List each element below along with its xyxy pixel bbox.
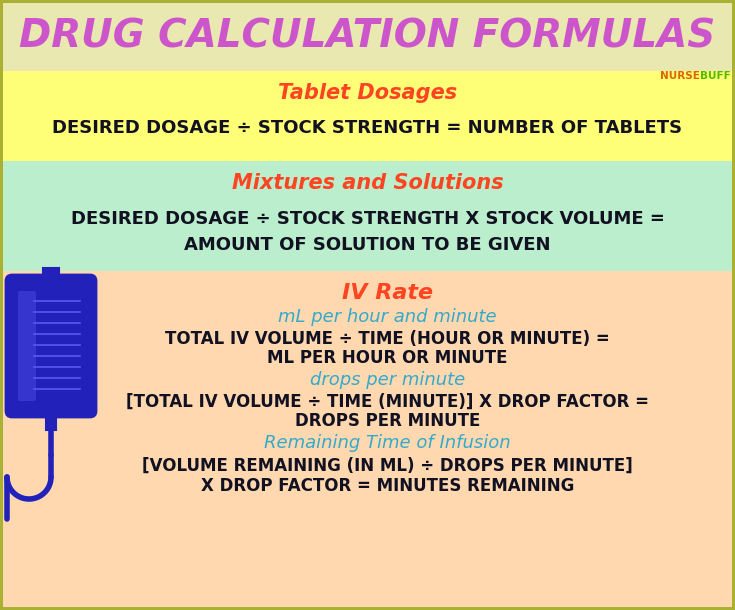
FancyBboxPatch shape	[3, 3, 732, 607]
Text: DRUG CALCULATION FORMULAS: DRUG CALCULATION FORMULAS	[19, 18, 716, 56]
Text: IV Rate: IV Rate	[342, 283, 433, 303]
Text: BUFF: BUFF	[700, 71, 731, 81]
Text: DESIRED DOSAGE ÷ STOCK STRENGTH = NUMBER OF TABLETS: DESIRED DOSAGE ÷ STOCK STRENGTH = NUMBER…	[52, 119, 683, 137]
FancyBboxPatch shape	[43, 268, 59, 281]
FancyBboxPatch shape	[3, 271, 732, 607]
Text: Tablet Dosages: Tablet Dosages	[278, 83, 457, 103]
FancyBboxPatch shape	[18, 291, 36, 401]
Text: Remaining Time of Infusion: Remaining Time of Infusion	[264, 434, 511, 452]
Text: Mixtures and Solutions: Mixtures and Solutions	[232, 173, 503, 193]
FancyBboxPatch shape	[3, 161, 732, 271]
Text: drops per minute: drops per minute	[310, 371, 465, 389]
Text: [VOLUME REMAINING (IN ML) ÷ DROPS PER MINUTE]: [VOLUME REMAINING (IN ML) ÷ DROPS PER MI…	[142, 457, 633, 475]
FancyBboxPatch shape	[3, 3, 732, 71]
Text: mL per hour and minute: mL per hour and minute	[278, 308, 497, 326]
FancyBboxPatch shape	[3, 71, 732, 161]
Text: TOTAL IV VOLUME ÷ TIME (HOUR OR MINUTE) =: TOTAL IV VOLUME ÷ TIME (HOUR OR MINUTE) …	[165, 330, 610, 348]
Text: NURSE: NURSE	[660, 71, 700, 81]
Text: AMOUNT OF SOLUTION TO BE GIVEN: AMOUNT OF SOLUTION TO BE GIVEN	[184, 236, 551, 254]
Text: DROPS PER MINUTE: DROPS PER MINUTE	[295, 412, 480, 430]
FancyBboxPatch shape	[46, 416, 56, 430]
FancyBboxPatch shape	[6, 275, 96, 417]
Text: DESIRED DOSAGE ÷ STOCK STRENGTH X STOCK VOLUME =: DESIRED DOSAGE ÷ STOCK STRENGTH X STOCK …	[71, 210, 664, 228]
Text: X DROP FACTOR = MINUTES REMAINING: X DROP FACTOR = MINUTES REMAINING	[201, 477, 574, 495]
Text: [TOTAL IV VOLUME ÷ TIME (MINUTE)] X DROP FACTOR =: [TOTAL IV VOLUME ÷ TIME (MINUTE)] X DROP…	[126, 393, 649, 411]
Text: ML PER HOUR OR MINUTE: ML PER HOUR OR MINUTE	[268, 349, 508, 367]
